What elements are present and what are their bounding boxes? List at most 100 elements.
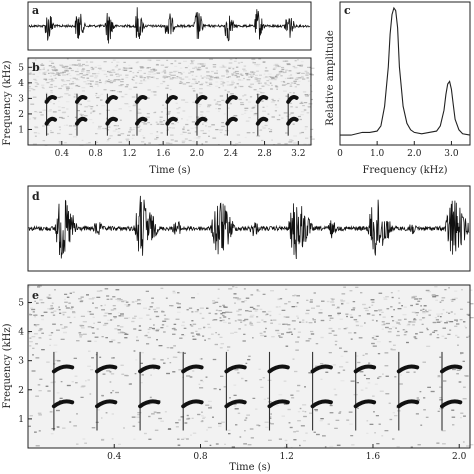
spectrogram-noise bbox=[231, 82, 235, 84]
x-tick-label: 0 bbox=[337, 149, 343, 159]
spectrogram-noise bbox=[85, 64, 89, 67]
spectrogram-noise bbox=[260, 386, 264, 388]
spectrogram-noise bbox=[244, 324, 247, 326]
spectrogram-noise bbox=[460, 417, 462, 419]
spectrogram-noise bbox=[107, 80, 111, 83]
spectrogram-noise bbox=[206, 429, 208, 431]
spectrogram-noise bbox=[201, 415, 204, 417]
spectrogram-noise bbox=[246, 132, 251, 134]
spectrogram-noise bbox=[95, 73, 100, 75]
call-harmonic-mark bbox=[138, 399, 161, 409]
spectrogram-noise bbox=[277, 298, 280, 301]
spectrogram-noise bbox=[174, 140, 178, 142]
spectrogram-noise bbox=[137, 412, 142, 414]
spectrogram-noise bbox=[345, 361, 349, 363]
spectrogram-noise bbox=[57, 132, 61, 135]
spectrogram-noise bbox=[36, 302, 39, 304]
spectrogram-noise bbox=[112, 59, 116, 61]
spectrogram-noise bbox=[86, 70, 90, 72]
spectrogram-noise bbox=[276, 88, 278, 90]
spectrogram-noise bbox=[227, 429, 231, 431]
spectrogram-noise bbox=[32, 73, 35, 75]
spectrogram-noise bbox=[213, 99, 216, 101]
spectrogram-noise bbox=[304, 386, 306, 388]
y-tick-label: 1 bbox=[18, 415, 24, 425]
spectrogram-noise bbox=[406, 324, 411, 327]
spectrogram-noise bbox=[94, 336, 99, 338]
spectrogram-noise bbox=[118, 141, 123, 143]
spectrogram-noise bbox=[256, 135, 261, 137]
call-harmonic-mark bbox=[267, 364, 290, 374]
spectrogram-noise bbox=[305, 137, 309, 139]
spectrogram-noise bbox=[48, 334, 52, 336]
spectrogram-noise bbox=[188, 78, 191, 80]
spectrogram-noise bbox=[111, 413, 114, 415]
spectrogram-noise bbox=[230, 93, 234, 95]
spectrogram-noise bbox=[220, 343, 224, 345]
spectrogram-noise bbox=[196, 137, 201, 139]
spectrogram-noise bbox=[332, 364, 336, 366]
spectrogram-noise bbox=[172, 356, 176, 358]
spectrogram-noise bbox=[202, 381, 204, 383]
spectrogram-noise bbox=[49, 308, 53, 310]
spectrogram-noise bbox=[95, 133, 98, 135]
spectrogram-noise bbox=[88, 350, 91, 352]
spectrogram-noise bbox=[153, 368, 155, 370]
spectrogram-noise bbox=[186, 438, 189, 440]
spectrogram-noise bbox=[352, 301, 356, 303]
spectrogram-noise bbox=[59, 96, 63, 98]
spectrogram-noise bbox=[160, 132, 163, 134]
spectrogram-noise bbox=[233, 115, 238, 117]
spectrogram-noise bbox=[234, 369, 239, 371]
spectrogram-noise bbox=[348, 332, 352, 334]
spectrogram-noise bbox=[217, 297, 220, 299]
spectrogram-noise bbox=[165, 318, 170, 320]
spectrogram-noise bbox=[113, 309, 117, 311]
spectrogram-noise bbox=[142, 137, 146, 139]
spectrogram-noise bbox=[96, 296, 101, 298]
spectrogram-noise bbox=[444, 289, 447, 291]
spectrogram-noise bbox=[66, 87, 70, 89]
spectrogram-noise bbox=[269, 416, 272, 418]
spectrogram-noise bbox=[296, 390, 300, 392]
spectrogram-noise bbox=[73, 96, 76, 98]
spectrogram-noise bbox=[378, 292, 383, 294]
spectrogram-noise bbox=[45, 79, 48, 81]
spectrogram-noise bbox=[88, 142, 91, 144]
spectrogram-noise bbox=[295, 349, 299, 351]
spectrogram-noise bbox=[177, 306, 181, 309]
spectrogram-noise bbox=[150, 76, 154, 78]
spectrogram-noise bbox=[275, 75, 277, 77]
spectrogram-noise bbox=[193, 137, 197, 139]
spectrogram-noise bbox=[196, 81, 199, 84]
spectrogram-noise bbox=[341, 300, 346, 302]
spectrogram-noise bbox=[249, 84, 253, 87]
spectrogram-noise bbox=[439, 301, 442, 303]
spectrogram-noise bbox=[402, 314, 407, 316]
spectrogram-noise bbox=[371, 337, 375, 339]
spectrogram-noise bbox=[92, 110, 94, 112]
spectrogram-noise bbox=[215, 332, 217, 334]
spectrogram-noise bbox=[66, 89, 69, 91]
call-harmonic-mark bbox=[396, 399, 420, 409]
spectrogram-noise bbox=[101, 70, 106, 72]
spectrogram-noise bbox=[408, 321, 412, 323]
spectrogram-noise bbox=[379, 390, 384, 392]
spectrogram-noise bbox=[155, 121, 158, 123]
spectrogram-noise bbox=[171, 127, 175, 129]
spectrogram-noise bbox=[151, 327, 155, 330]
spectrogram-noise bbox=[201, 317, 205, 319]
spectrogram-noise bbox=[209, 83, 213, 85]
panel-c-spectrum-line bbox=[340, 6, 471, 136]
spectrogram-noise bbox=[101, 336, 104, 338]
spectrogram-noise bbox=[393, 344, 396, 346]
spectrogram-noise bbox=[159, 121, 163, 123]
spectrogram-noise bbox=[133, 103, 136, 105]
spectrogram-noise bbox=[291, 306, 295, 308]
spectrogram-noise bbox=[75, 116, 78, 118]
spectrogram-noise bbox=[56, 392, 60, 394]
spectrogram-noise bbox=[56, 72, 60, 74]
spectrogram-noise bbox=[293, 439, 297, 441]
spectrogram-noise bbox=[44, 71, 48, 73]
spectrogram-noise bbox=[284, 439, 288, 442]
